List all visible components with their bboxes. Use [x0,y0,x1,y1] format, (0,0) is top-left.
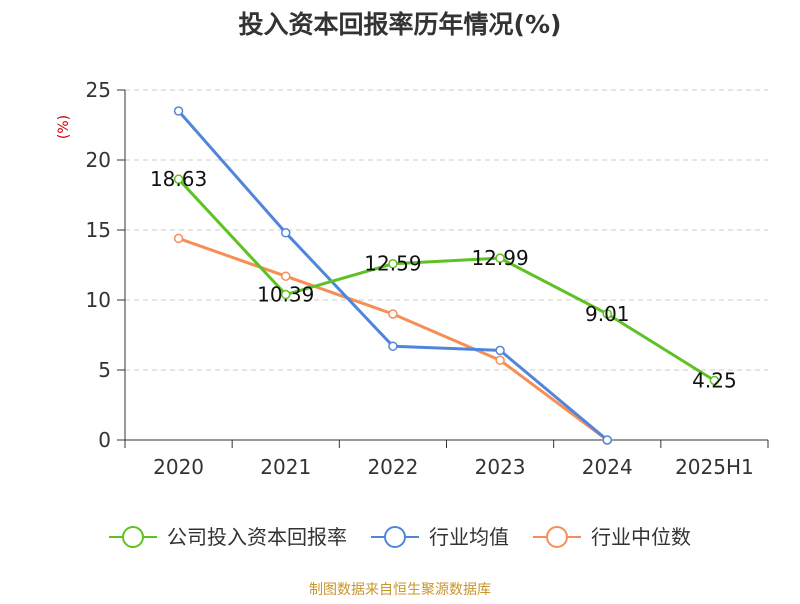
data-label: 12.99 [471,246,528,270]
data-label: 4.25 [692,369,737,393]
x-tick-label: 2020 [153,455,204,479]
y-tick-label: 20 [86,148,111,172]
source-note: 制图数据来自恒生聚源数据库 [309,582,491,598]
y-tick-label: 15 [86,218,111,242]
data-label: 10.39 [257,283,314,307]
legend-swatch-marker [384,526,406,548]
grid-lines [125,89,768,371]
data-point [602,309,612,319]
legend: 公司投入资本回报率 行业均值 行业中位数 [109,525,691,549]
y-tick-label: 0 [98,428,111,452]
series-lines [173,106,720,445]
data-point [495,345,505,356]
axes: 0 5 10 15 20 25 2020 2021 2022 2023 2024 2025H1 [86,78,769,479]
data-point [495,355,505,365]
legend-label: 行业中位数 [591,525,691,549]
series-line [177,178,716,382]
x-tick-label: 2023 [475,455,526,479]
legend-item: 行业中位数 [533,525,691,549]
legend-item: 行业均值 [371,525,509,549]
data-point [173,233,184,244]
y-tick-label: 25 [86,78,111,102]
data-point [173,174,184,184]
legend-swatch-marker [546,526,568,548]
data-point [709,375,720,386]
data-point [281,271,291,281]
chart-title: 投入资本回报率历年情况(%) [239,10,562,39]
y-axis-label: (%) [56,115,72,139]
x-tick-label: 2022 [367,455,418,479]
data-label: 9.01 [585,302,630,326]
data-point [173,106,184,116]
data-label: 12.59 [364,252,421,276]
data-point [281,289,291,300]
data-label: 18.63 [150,167,207,191]
data-point [388,258,398,269]
x-tick-label: 2021 [260,455,311,479]
data-point [281,228,291,238]
y-tick-label: 10 [86,288,111,312]
legend-swatch-marker [122,526,144,548]
legend-label: 行业均值 [429,525,509,549]
data-point [388,309,398,319]
y-tick-label: 5 [98,358,111,382]
legend-item: 公司投入资本回报率 [109,525,347,549]
data-labels: 18.63 10.39 12.59 12.99 9.01 4.25 [150,167,737,392]
x-tick-label: 2024 [582,455,633,479]
data-point [388,341,398,351]
x-tick-label: 2025H1 [675,455,754,479]
legend-label: 公司投入资本回报率 [167,525,347,549]
data-point [602,435,612,445]
data-point [495,253,505,263]
